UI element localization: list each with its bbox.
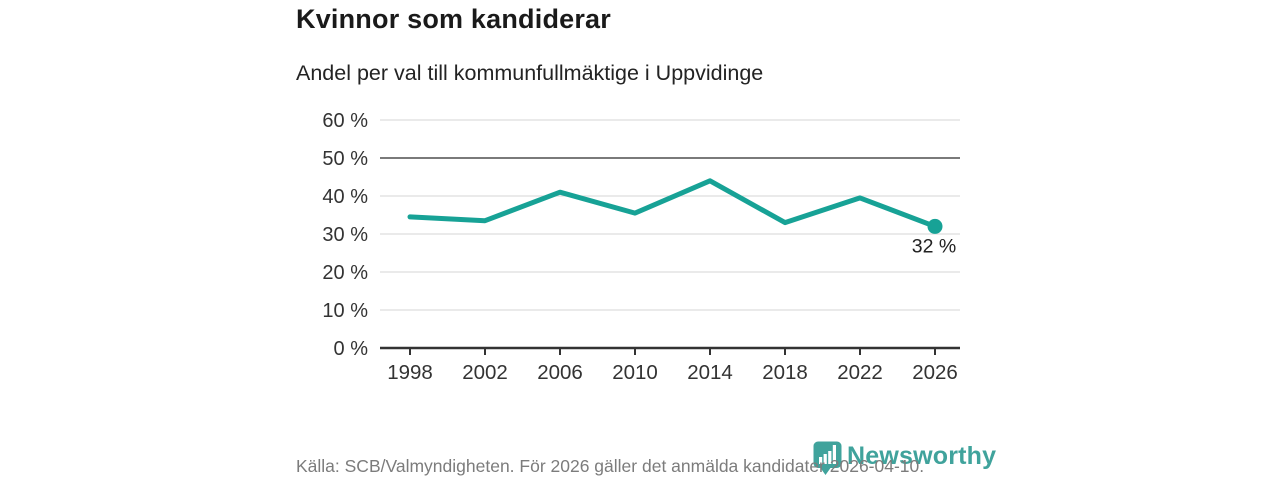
newsworthy-logo-text: Newsworthy <box>847 442 997 470</box>
y-axis-label: 60 % <box>322 110 368 132</box>
value-label: 32 % <box>912 235 956 257</box>
chart-container: Kvinnor som kandiderar Andel per val til… <box>296 0 996 480</box>
x-axis-label: 2014 <box>687 361 733 384</box>
y-axis-label: 40 % <box>322 186 368 208</box>
y-axis-label: 30 % <box>322 224 368 246</box>
newsworthy-logo-icon <box>813 441 842 475</box>
newsworthy-logo: Newsworthy <box>813 441 996 476</box>
chart-title: Kvinnor som kandiderar <box>296 4 611 34</box>
chart-subtitle: Andel per val till kommunfullmäktige i U… <box>296 61 764 85</box>
x-axis-label: 2006 <box>537 361 583 384</box>
last-point-marker <box>927 218 943 234</box>
y-axis-label: 50 % <box>322 148 368 170</box>
y-axis-label: 20 % <box>322 262 368 284</box>
line-chart: 0 % 10 % 20 % 30 % 40 % 50 % 60 % 1998 2002 2006 2… <box>322 110 960 384</box>
source-text: Källa: SCB/Valmyndigheten. För 2026 gäll… <box>296 456 925 476</box>
x-axis-label: 2022 <box>837 361 883 384</box>
data-line <box>407 178 938 229</box>
x-axis-label: 1998 <box>387 361 433 384</box>
x-axis-label: 2010 <box>612 361 658 384</box>
bar-chart-glyph <box>819 445 836 464</box>
y-axis-label: 0 % <box>334 338 369 360</box>
x-axis-label: 2018 <box>762 361 808 384</box>
x-axis-label: 2002 <box>462 361 508 384</box>
x-axis-label: 2026 <box>912 361 958 384</box>
y-axis-label: 10 % <box>322 300 368 322</box>
